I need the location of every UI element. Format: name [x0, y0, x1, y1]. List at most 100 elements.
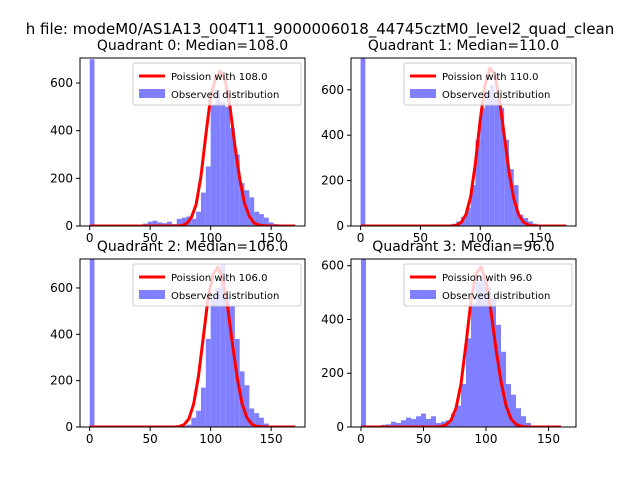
histogram-bar: [167, 221, 172, 226]
histogram-bar: [401, 420, 406, 427]
histogram-bar: [496, 324, 501, 427]
x-tick-label: 50: [143, 432, 158, 446]
legend-box: [132, 263, 302, 307]
histogram-bar: [411, 418, 416, 427]
figure-suptitle: h file: modeM0/AS1A13_004T11_9000006018_…: [26, 20, 615, 39]
histogram-bar: [196, 211, 201, 226]
legend-box: [403, 62, 573, 106]
histogram-bar: [89, 259, 95, 427]
y-tick-label: 0: [336, 219, 344, 233]
histogram-bar: [210, 104, 216, 226]
histogram-bar: [147, 221, 153, 226]
histogram-bar: [89, 59, 95, 226]
x-tick-label: 100: [469, 231, 492, 245]
x-tick-label: 150: [260, 231, 283, 245]
y-tick-label: 200: [50, 374, 73, 388]
histogram-bar: [465, 207, 471, 226]
y-tick-label: 600: [321, 259, 344, 273]
legend-bar-swatch: [410, 89, 436, 98]
x-tick-label: 0: [357, 432, 365, 446]
histogram-bar: [210, 297, 216, 427]
histogram-bar: [426, 418, 431, 427]
legend-label-fit: Poission with 110.0: [442, 72, 538, 83]
y-tick-label: 600: [321, 83, 344, 97]
histogram-bar: [486, 287, 491, 427]
histogram-bar: [239, 183, 245, 226]
legend: Poission with 96.0 Observed distribution: [403, 263, 573, 307]
subplot-quadrant-2: 0 50 100 150 0 200 400 600 Quadrant 2: Median=10…: [50, 239, 306, 446]
histogram-bar: [191, 417, 197, 427]
histogram-bar: [215, 287, 221, 427]
histogram-bar: [191, 218, 197, 226]
histogram-bar: [225, 297, 230, 427]
histogram-bar: [361, 259, 366, 427]
subplot-quadrant-3: 0 50 100 150 0 200 400 600 Quadrant 3: Median=96…: [321, 239, 577, 446]
histogram-bar: [259, 214, 264, 226]
histogram-series: [361, 259, 531, 427]
histogram-bar: [475, 139, 481, 226]
histogram-bar: [230, 128, 235, 226]
subplot-title: Quadrant 0: Median=108.0: [97, 38, 288, 54]
legend-label-observed: Observed distribution: [171, 291, 279, 302]
histogram-bar: [181, 425, 187, 427]
legend-bar-swatch: [139, 89, 165, 98]
histogram-bar: [263, 423, 269, 427]
histogram-bar: [499, 107, 505, 226]
x-tick-label: 100: [199, 231, 222, 245]
histogram-bar: [259, 417, 264, 427]
histogram-bar: [396, 422, 401, 427]
subplot-quadrant-0: 0 50 100 150 0 200 400 600 Quadrant 0: Median=10…: [50, 38, 306, 245]
histogram-bar: [491, 297, 496, 427]
histogram-bar: [391, 421, 396, 427]
histogram-bar: [485, 92, 490, 226]
legend-label-fit: Poission with 106.0: [171, 273, 267, 284]
histogram-bar: [506, 383, 511, 427]
histogram-bar: [254, 211, 260, 226]
y-tick-label: 200: [50, 171, 73, 185]
histogram-bar: [200, 192, 206, 226]
histogram-bar: [466, 338, 471, 427]
histogram-bar: [456, 405, 461, 427]
axes-frame: [350, 57, 577, 227]
histogram-bar: [526, 422, 531, 427]
histogram-bar: [254, 413, 260, 427]
legend: Poission with 106.0 Observed distribution: [132, 263, 302, 307]
histogram-bar: [516, 408, 521, 427]
histogram-bar: [451, 413, 456, 427]
histogram-bar: [416, 416, 421, 427]
histogram-bar: [476, 281, 481, 427]
histogram-bar: [481, 276, 486, 427]
axes-frame: [79, 57, 306, 227]
histogram-bar: [186, 424, 192, 427]
histogram-bar: [181, 217, 187, 226]
y-tick-label: 400: [50, 124, 73, 138]
axes-frame: [350, 258, 577, 428]
histogram-bar: [220, 264, 226, 427]
legend-bar-swatch: [410, 290, 436, 299]
histogram-bar: [406, 417, 411, 427]
histogram-bar: [176, 218, 182, 226]
x-tick-label: 50: [413, 231, 428, 245]
histogram-bar: [205, 338, 211, 427]
subplot-title: Quadrant 3: Median=96.0: [372, 239, 554, 255]
subplot-grid: 0 50 100 150 0 200 400 600 Quadrant 0: Median=10…: [50, 38, 577, 446]
histogram-bar: [480, 107, 486, 226]
histogram-bar: [421, 413, 426, 427]
y-tick-label: 200: [321, 174, 344, 188]
x-tick-label: 150: [537, 432, 560, 446]
histogram-bar: [521, 416, 526, 427]
x-tick-label: 100: [475, 432, 498, 446]
legend-label-observed: Observed distribution: [442, 90, 550, 101]
histogram-bar: [220, 102, 226, 226]
histogram-bar: [215, 90, 221, 226]
histogram-bar: [431, 416, 436, 427]
histogram-bar: [263, 217, 269, 226]
subplot-title: Quadrant 2: Median=106.0: [97, 239, 288, 255]
legend-label-observed: Observed distribution: [442, 291, 550, 302]
histogram-bar: [225, 106, 230, 226]
histogram-bar: [528, 221, 533, 226]
histogram-bar: [268, 222, 274, 226]
x-tick-label: 150: [260, 432, 283, 446]
histogram-bar: [489, 85, 495, 226]
